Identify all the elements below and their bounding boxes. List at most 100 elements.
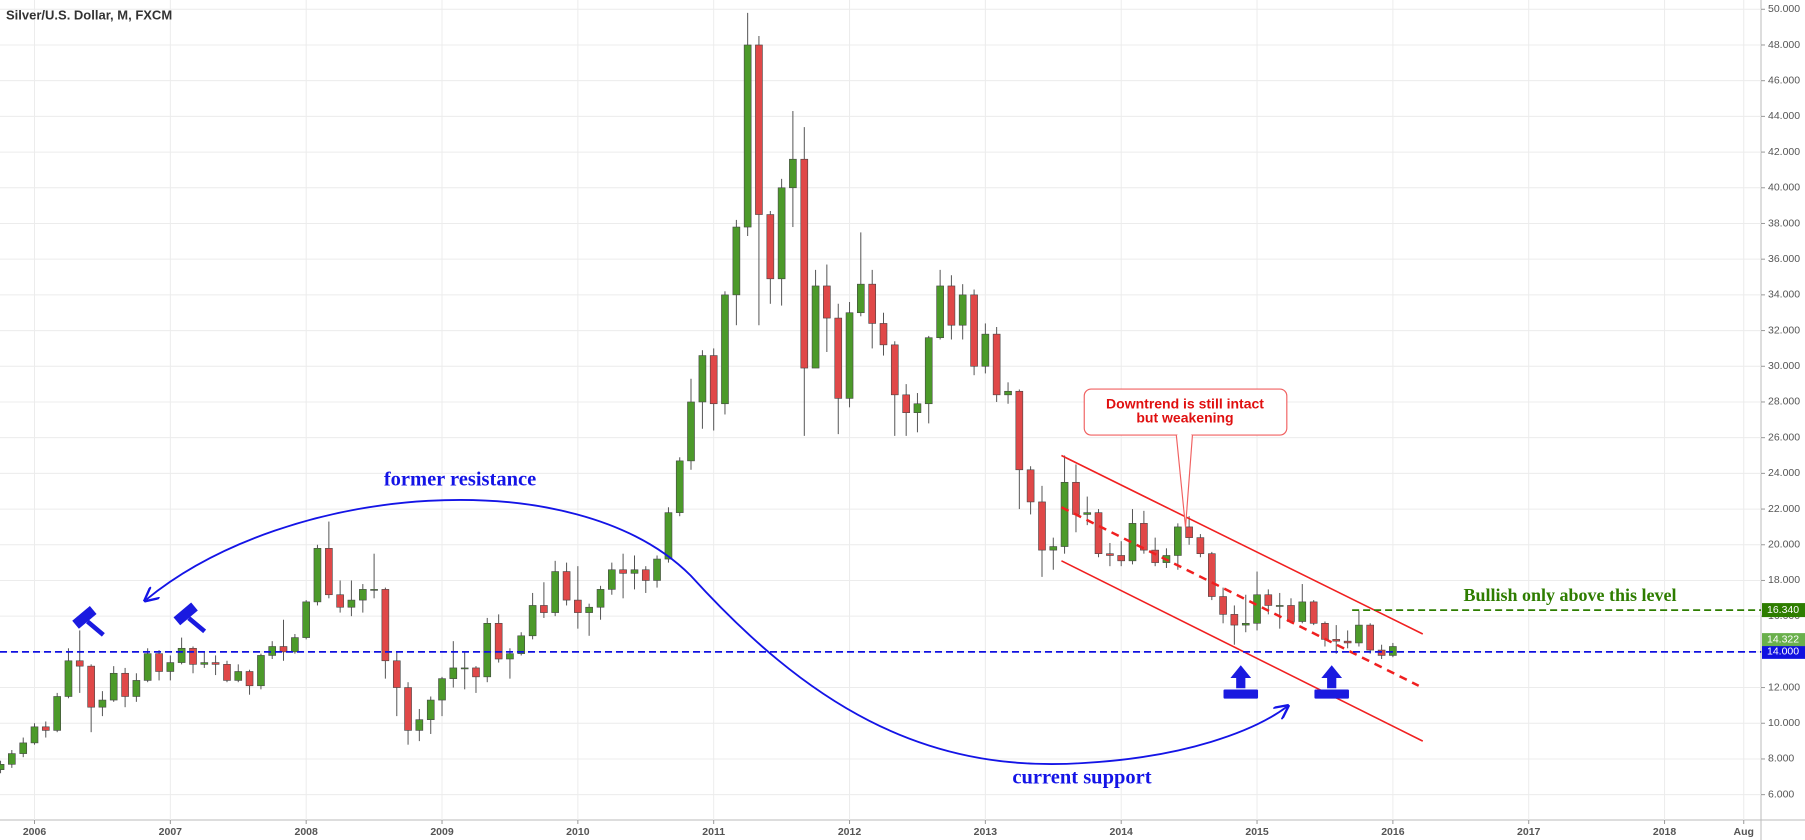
candle-body bbox=[936, 285, 944, 339]
candle-body bbox=[483, 622, 492, 678]
candle-body bbox=[64, 660, 73, 697]
y-tick-label: 10.000 bbox=[1768, 717, 1800, 729]
y-tick-label: 6.000 bbox=[1768, 788, 1794, 800]
candle-body bbox=[1343, 640, 1352, 644]
candle-body bbox=[574, 599, 582, 613]
candle-body bbox=[1072, 481, 1080, 515]
candle-body bbox=[947, 285, 956, 326]
candle-body bbox=[981, 333, 990, 367]
x-tick-label: 2012 bbox=[838, 826, 862, 838]
candle-body bbox=[257, 655, 265, 687]
candle-body bbox=[404, 687, 412, 731]
hammer-icon bbox=[72, 606, 105, 637]
candle-body bbox=[755, 44, 763, 215]
candle-body bbox=[1332, 639, 1341, 642]
candle-body bbox=[540, 605, 548, 613]
candle-body bbox=[619, 569, 627, 574]
callout-joint bbox=[1177, 432, 1192, 437]
candle-body bbox=[562, 571, 571, 601]
annotation-art bbox=[72, 388, 1349, 765]
candle-body bbox=[0, 764, 5, 770]
candle-body bbox=[1264, 594, 1273, 606]
candle-body bbox=[98, 699, 107, 708]
candle-body bbox=[143, 653, 152, 681]
candle-body bbox=[653, 558, 661, 581]
candle-body bbox=[1253, 594, 1261, 624]
candle-body bbox=[1049, 546, 1058, 551]
candle-body bbox=[766, 214, 775, 280]
candle-body bbox=[811, 285, 820, 369]
s-curve-arrow bbox=[146, 499, 1287, 765]
candle-body bbox=[1241, 622, 1250, 626]
y-tick-label: 12.000 bbox=[1768, 681, 1800, 693]
candle-body bbox=[472, 667, 480, 678]
candle-body bbox=[879, 323, 888, 346]
y-tick-label: 42.000 bbox=[1768, 146, 1800, 158]
candle-body bbox=[1117, 555, 1126, 562]
x-tick-label: 2010 bbox=[566, 826, 590, 838]
y-tick-label: 26.000 bbox=[1768, 431, 1800, 443]
candle-body bbox=[494, 622, 503, 660]
callout-line: but weakening bbox=[1136, 410, 1233, 426]
y-tick-label: 28.000 bbox=[1768, 396, 1800, 408]
candle-body bbox=[1026, 469, 1035, 503]
candle-body bbox=[8, 753, 16, 765]
y-tick-label: 30.000 bbox=[1768, 360, 1800, 372]
candle-body bbox=[121, 672, 129, 697]
x-tick-label: 2016 bbox=[1381, 826, 1405, 838]
candle-body bbox=[1004, 390, 1012, 396]
candle-body bbox=[992, 333, 1001, 396]
y-tick-label: 20.000 bbox=[1768, 539, 1800, 551]
hammer-icon bbox=[173, 602, 207, 634]
candle-body bbox=[460, 667, 469, 670]
last-price-box bbox=[1762, 633, 1805, 647]
y-tick-label: 24.000 bbox=[1768, 467, 1800, 479]
candle-body bbox=[359, 589, 367, 601]
trend-line bbox=[1061, 454, 1424, 635]
annotation-current-support: current support bbox=[1012, 767, 1151, 789]
candle-body bbox=[370, 589, 378, 591]
candle-body bbox=[1038, 501, 1046, 551]
chart-title: Silver/U.S. Dollar, M, FXCM bbox=[6, 7, 172, 22]
y-tick-label: 34.000 bbox=[1768, 289, 1800, 301]
candle-body bbox=[41, 726, 50, 731]
candle-body bbox=[1355, 624, 1363, 644]
x-tick-label: 2013 bbox=[974, 826, 998, 838]
candle-body bbox=[857, 283, 865, 314]
candle-body bbox=[800, 158, 809, 369]
level-price-box bbox=[1762, 603, 1805, 618]
x-tick-label: 2014 bbox=[1110, 826, 1134, 838]
candle-body bbox=[1174, 526, 1182, 556]
candle-body bbox=[392, 660, 401, 688]
y-tick-label: 48.000 bbox=[1768, 39, 1800, 51]
candle-body bbox=[721, 294, 729, 405]
y-tick-label: 38.000 bbox=[1768, 217, 1800, 229]
candle-body bbox=[902, 394, 910, 413]
candle-body bbox=[449, 667, 458, 679]
candle-body bbox=[1060, 481, 1069, 547]
candle-body bbox=[302, 601, 310, 638]
support-icon bbox=[1314, 665, 1349, 699]
candle-body bbox=[958, 294, 967, 326]
candle-body bbox=[1185, 526, 1193, 538]
candle-body bbox=[743, 44, 752, 228]
candle-body bbox=[789, 158, 797, 189]
candle-body bbox=[664, 512, 673, 560]
candle-body bbox=[970, 294, 978, 367]
candle-body bbox=[608, 569, 616, 590]
candle-body bbox=[177, 647, 186, 663]
candle-body bbox=[834, 317, 843, 399]
candle-body bbox=[1151, 549, 1159, 563]
candle-body bbox=[87, 665, 95, 708]
candle-body bbox=[200, 662, 209, 665]
candle-body bbox=[845, 312, 854, 399]
candle-body bbox=[913, 403, 922, 413]
candle-body bbox=[325, 548, 333, 596]
candle-body bbox=[868, 283, 877, 324]
candle-body bbox=[1140, 523, 1148, 551]
candle-body bbox=[336, 594, 344, 608]
candle-body bbox=[890, 344, 899, 396]
candle-body bbox=[1196, 537, 1205, 554]
